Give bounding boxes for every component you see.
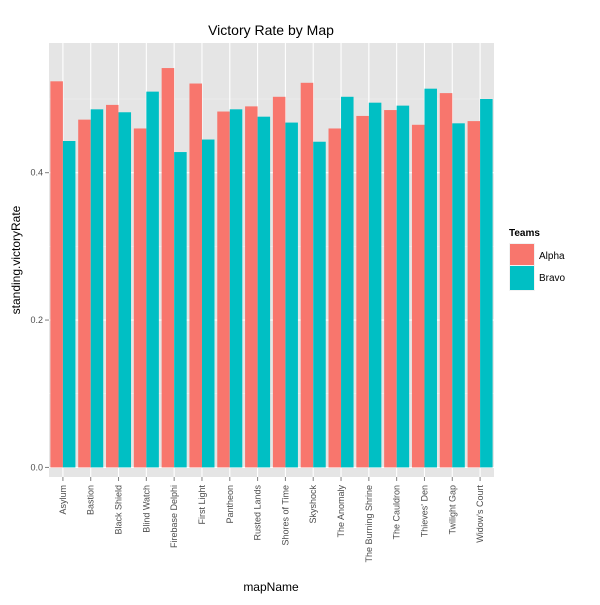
bar-bravo (341, 96, 354, 468)
bar-alpha (411, 124, 425, 468)
bar-alpha (245, 106, 258, 468)
x-tick-label: Skyshock (308, 485, 318, 524)
x-tick-label: Widow's Court (475, 485, 485, 543)
x-tick-label: Asylum (58, 485, 68, 515)
x-tick-label: The Cauldron (392, 485, 402, 540)
x-tick-label: The Burning Shrine (364, 485, 374, 563)
x-tick-label: First Light (197, 485, 207, 525)
bar-bravo (285, 122, 298, 468)
x-axis-title: mapName (243, 580, 299, 594)
x-tick-label: Shores of Time (280, 485, 290, 546)
x-tick-label: Thieves' Den (419, 485, 429, 537)
legend-label-bravo: Bravo (539, 273, 566, 284)
x-tick-label: The Anomaly (336, 485, 346, 538)
legend-title: Teams (509, 228, 540, 239)
bar-bravo (424, 88, 437, 468)
bar-bravo (368, 102, 382, 468)
bar-alpha (189, 83, 202, 468)
bar-alpha (133, 128, 147, 468)
bar-bravo (396, 105, 410, 468)
bar-bravo (118, 112, 132, 468)
chart-title: Victory Rate by Map (208, 22, 334, 38)
x-tick-label: Rusted Lands (253, 485, 263, 541)
y-axis-title: standing.victoryRate (9, 205, 23, 314)
legend-swatch-alpha (510, 244, 534, 268)
x-tick-label: Firebase Delphi (169, 485, 179, 548)
x-tick-label: Twilight Gap (447, 485, 457, 535)
bar-bravo (201, 139, 215, 468)
x-tick-label: Bastion (86, 485, 96, 515)
bar-alpha (300, 82, 314, 468)
bar-bravo (480, 99, 493, 468)
bar-bravo (62, 141, 76, 468)
bar-alpha (384, 110, 397, 468)
legend-label-alpha: Alpha (539, 251, 565, 262)
bar-alpha (78, 119, 91, 468)
bar-bravo (452, 123, 465, 468)
bar-alpha (50, 81, 63, 468)
bar-alpha (439, 93, 453, 468)
y-tick-label: 0.4 (30, 168, 43, 178)
y-axis: 0.0 0.2 0.4 (30, 168, 49, 472)
x-tick-label: Blind Watch (141, 485, 151, 533)
bars (50, 68, 493, 468)
y-tick-label: 0.0 (30, 462, 43, 472)
bar-alpha (217, 111, 230, 468)
bar-bravo (90, 109, 104, 468)
y-tick-label: 0.2 (30, 315, 43, 325)
x-tick-label: Pantheon (225, 485, 235, 524)
bar-alpha (106, 104, 119, 468)
x-tick-label: Black Shield (114, 485, 124, 535)
bar-alpha (356, 115, 369, 468)
x-axis: Asylum Bastion Black Shield Blind Watch Fire… (58, 477, 485, 563)
bar-alpha (161, 68, 175, 468)
bar-bravo (257, 116, 271, 468)
legend-swatch-bravo (510, 266, 534, 290)
bar-bravo (146, 91, 159, 468)
bar-bravo (174, 152, 187, 468)
legend: Teams Alpha Bravo (509, 228, 566, 291)
bar-bravo (229, 109, 243, 468)
bar-alpha (328, 128, 342, 468)
bar-alpha (467, 121, 481, 468)
bar-alpha (272, 96, 286, 468)
bar-bravo (313, 141, 326, 468)
